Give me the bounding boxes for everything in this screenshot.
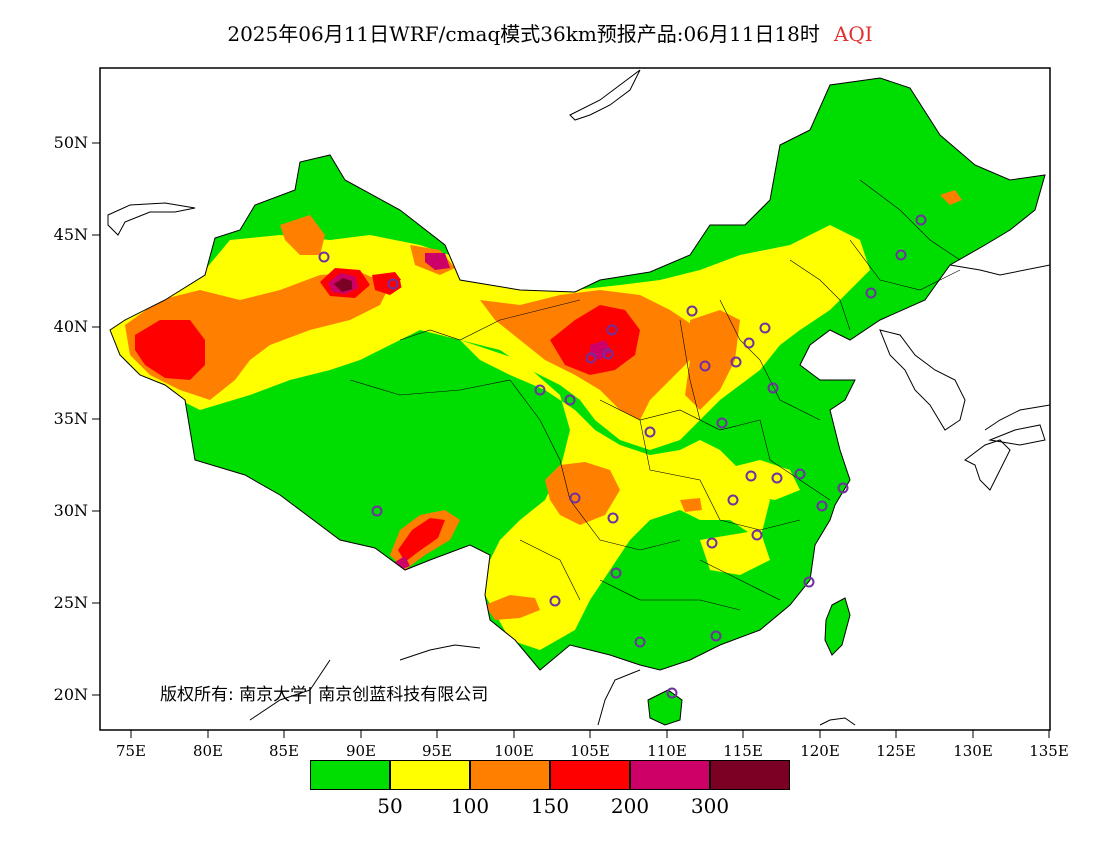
station-marker [569,492,581,504]
legend-swatch-5 [630,760,710,790]
station-marker [699,360,711,372]
lon-label-120e: 120E [800,742,840,760]
lat-label-40n: 40N [53,317,88,336]
axis-ticks [92,142,1050,738]
station-marker [794,468,806,480]
legend-label-300: 300 [690,794,730,818]
china-border [109,77,1046,671]
station-marker [915,214,927,226]
lon-label-95e: 95E [421,742,453,760]
lat-label-20n: 20N [53,685,88,704]
lon-label-80e: 80E [192,742,224,760]
lon-label-115e: 115E [723,742,763,760]
station-marker [837,482,849,494]
station-marker [771,472,783,484]
station-marker [387,278,399,290]
station-marker [751,529,763,541]
station-marker [706,537,718,549]
station-marker [759,322,771,334]
copyright-text: 版权所有: 南京大学| 南京创蓝科技有限公司 [160,685,489,705]
station-marker [710,630,722,642]
station-markers [318,214,927,699]
station-marker [634,636,646,648]
station-marker [564,394,576,406]
station-marker [865,287,877,299]
neighbor-borders [107,69,1050,726]
station-marker [816,500,828,512]
station-marker [803,576,815,588]
station-marker [610,567,622,579]
station-marker [371,505,383,517]
station-marker [686,305,698,317]
station-marker [606,324,618,336]
lon-label-110e: 110E [647,742,687,760]
lon-label-100e: 100E [494,742,534,760]
station-marker [727,494,739,506]
station-marker [895,249,907,261]
station-marker [666,687,678,699]
legend-label-100: 100 [450,794,490,818]
station-marker [585,352,597,364]
lon-label-125e: 125E [876,742,916,760]
legend-label-150: 150 [530,794,570,818]
lon-label-75e: 75E [115,742,147,760]
legend-label-50: 50 [377,794,403,818]
station-marker [534,384,546,396]
title-main: 2025年06月11日WRF/cmaq模式36km预报产品:06月11日18时 [227,22,820,46]
lat-label-30n: 30N [53,501,88,520]
lon-label-135e: 135E [1029,742,1069,760]
station-marker [602,348,614,360]
lat-label-25n: 25N [53,593,88,612]
legend-swatch-1 [310,760,390,790]
legend-label-200: 200 [610,794,650,818]
taiwan-island [824,597,851,656]
station-marker [743,337,755,349]
station-marker [730,356,742,368]
lat-label-35n: 35N [53,409,88,428]
map-title: 2025年06月11日WRF/cmaq模式36km预报产品:06月11日18时 A… [0,18,1100,47]
station-marker [607,512,619,524]
province-boundaries [349,179,961,611]
lat-label-45n: 45N [53,225,88,244]
legend-swatch-3 [470,760,550,790]
station-marker [318,251,330,263]
lon-label-90e: 90E [345,742,377,760]
title-aqi-label: AQI [833,22,873,46]
lon-label-130e: 130E [953,742,993,760]
station-marker [716,417,728,429]
legend-swatch-4 [550,760,630,790]
station-marker [767,382,779,394]
legend-swatch-6 [710,760,790,790]
lat-label-50n: 50N [53,133,88,152]
legend-swatch-2 [390,760,470,790]
lon-label-85e: 85E [268,742,300,760]
station-marker [549,595,561,607]
lon-label-105e: 105E [570,742,610,760]
station-marker [745,470,757,482]
station-marker [644,426,656,438]
